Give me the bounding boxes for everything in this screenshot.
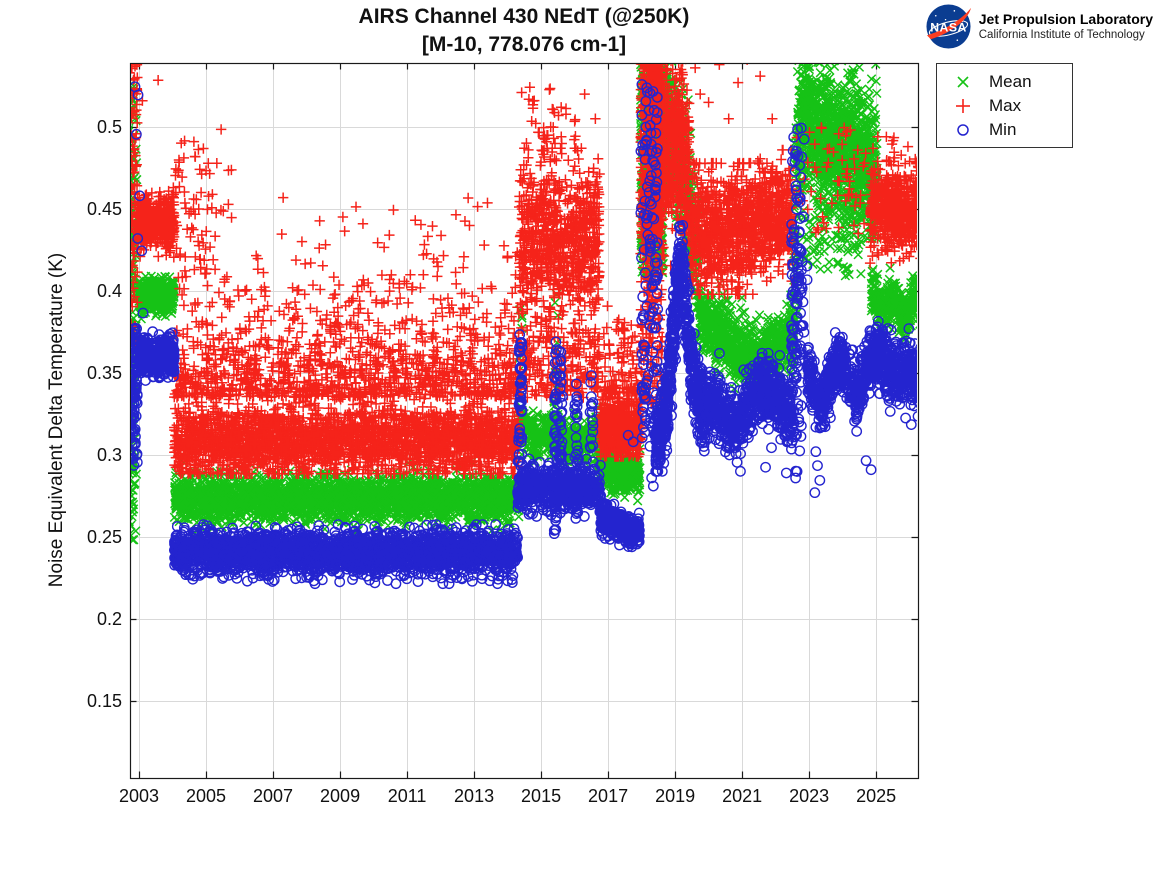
x-tick-label: 2009 [320, 786, 361, 806]
y-tick-label: 0.15 [86, 690, 122, 711]
legend-mean-marker-icon [937, 74, 989, 90]
chart-title: AIRS Channel 430 NEdT (@250K) [M-10, 778… [130, 3, 918, 59]
legend-mean-label: Mean [989, 72, 1032, 91]
x-tick-label: 2019 [655, 786, 696, 806]
svg-text:NASA: NASA [930, 20, 967, 34]
jpl-logo: NASA Jet Propulsion Laboratory Californi… [925, 3, 1153, 50]
y-tick-label: 0.3 [96, 444, 122, 465]
jpl-sub-name: California Institute of Technology [978, 29, 1145, 41]
legend-max-marker-icon [937, 98, 989, 114]
legend-item-min: Min [937, 118, 1072, 142]
legend-min-marker-icon [937, 122, 989, 138]
x-tick-label: 2023 [789, 786, 830, 806]
chart-title-line1: AIRS Channel 430 NEdT (@250K) [358, 5, 690, 28]
y-tick-label: 0.4 [96, 280, 122, 301]
chart-title-line2: [M-10, 778.076 cm-1] [421, 33, 627, 56]
legend-max-label: Max [989, 96, 1022, 115]
nasa-meatball-icon: NASA [926, 4, 971, 49]
x-tick-label: 2003 [119, 786, 160, 806]
legend-item-max: Max [937, 94, 1072, 118]
jpl-text-block: Jet Propulsion Laboratory California Ins… [979, 11, 1153, 42]
x-tick-label: 2005 [186, 786, 227, 806]
x-tick-label: 2015 [521, 786, 562, 806]
x-tick-label: 2017 [588, 786, 629, 806]
y-tick-label: 0.5 [96, 116, 122, 137]
legend-min-label: Min [989, 120, 1017, 139]
legend: Mean Max Min [936, 63, 1073, 148]
y-tick-label: 0.2 [96, 608, 122, 629]
legend-item-mean: Mean [937, 70, 1072, 94]
x-tick-label: 2013 [454, 786, 495, 806]
x-tick-label: 2007 [253, 786, 294, 806]
x-tick-label: 2025 [856, 786, 897, 806]
y-tick-label: 0.25 [86, 526, 122, 547]
x-tick-label: 2021 [722, 786, 763, 806]
jpl-org-name: Jet Propulsion Laboratory [978, 11, 1153, 27]
y-tick-label: 0.35 [86, 362, 122, 383]
y-tick-label: 0.45 [86, 198, 122, 219]
x-tick-label: 2011 [387, 786, 427, 806]
